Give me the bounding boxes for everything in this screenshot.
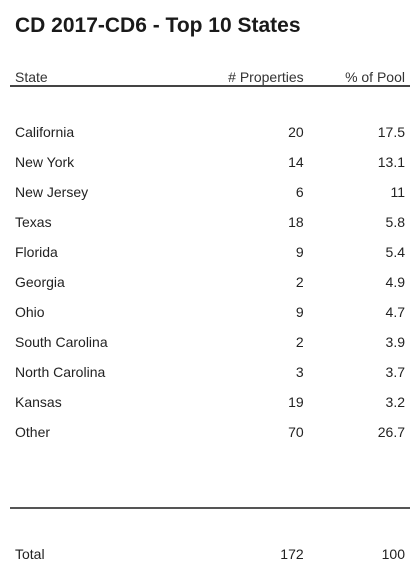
properties-cell: 6 bbox=[295, 184, 304, 200]
table-row: New Jersey 6 11 bbox=[10, 177, 410, 207]
pool-cell: 13.1 bbox=[377, 154, 405, 170]
total-properties: 172 bbox=[280, 546, 304, 562]
table-row: North Carolina 3 3.7 bbox=[10, 357, 410, 387]
total-row: Total 172 100 bbox=[10, 539, 410, 569]
table-row: Florida 9 5.4 bbox=[10, 237, 410, 267]
pool-cell: 5.4 bbox=[385, 244, 405, 260]
state-cell: North Carolina bbox=[15, 364, 106, 380]
table-row: Other 70 26.7 bbox=[10, 417, 410, 447]
pool-cell: 3.7 bbox=[385, 364, 405, 380]
table-row: Ohio 9 4.7 bbox=[10, 297, 410, 327]
properties-cell: 2 bbox=[295, 274, 304, 290]
pool-cell: 17.5 bbox=[377, 124, 405, 140]
properties-cell: 20 bbox=[288, 124, 304, 140]
state-cell: Other bbox=[15, 424, 51, 440]
state-cell: New Jersey bbox=[15, 184, 89, 200]
pool-cell: 3.9 bbox=[385, 334, 405, 350]
table-row: Kansas 19 3.2 bbox=[10, 387, 410, 417]
properties-cell: 9 bbox=[295, 304, 304, 320]
properties-cell: 9 bbox=[295, 244, 304, 260]
pool-cell: 3.2 bbox=[385, 394, 405, 410]
properties-cell: 14 bbox=[288, 154, 304, 170]
properties-cell: 70 bbox=[288, 424, 304, 440]
state-cell: Kansas bbox=[15, 394, 62, 410]
state-cell: California bbox=[15, 124, 75, 140]
state-cell: Texas bbox=[15, 214, 52, 230]
total-pool: 100 bbox=[381, 546, 405, 562]
table-spacer bbox=[10, 477, 410, 508]
table-row: South Carolina 2 3.9 bbox=[10, 327, 410, 357]
state-cell: Georgia bbox=[15, 274, 65, 290]
table-row: Georgia 2 4.9 bbox=[10, 267, 410, 297]
pool-cell: 26.7 bbox=[377, 424, 405, 440]
top-states-panel: CD 2017-CD6 - Top 10 States State # Prop… bbox=[10, 14, 410, 562]
properties-cell: 19 bbox=[288, 394, 304, 410]
table-spacer bbox=[10, 86, 410, 117]
column-header-state: State bbox=[10, 64, 204, 87]
column-header-pool: % of Pool bbox=[308, 64, 410, 87]
properties-cell: 18 bbox=[288, 214, 304, 230]
table-spacer bbox=[10, 447, 410, 477]
pool-cell: 4.7 bbox=[385, 304, 405, 320]
pool-cell: 5.8 bbox=[385, 214, 405, 230]
pool-cell: 11 bbox=[390, 184, 405, 200]
total-divider bbox=[10, 507, 410, 539]
table-row: New York 14 13.1 bbox=[10, 147, 410, 177]
states-table: State # Properties % of Pool California … bbox=[10, 64, 410, 569]
table-header-row: State # Properties % of Pool bbox=[10, 64, 410, 87]
page-title: CD 2017-CD6 - Top 10 States bbox=[15, 14, 301, 37]
column-header-properties: # Properties bbox=[203, 64, 309, 87]
pool-cell: 4.9 bbox=[385, 274, 405, 290]
state-cell: New York bbox=[15, 154, 75, 170]
properties-cell: 2 bbox=[295, 334, 304, 350]
state-cell: Florida bbox=[15, 244, 58, 260]
table-row: California 20 17.5 bbox=[10, 117, 410, 147]
state-cell: South Carolina bbox=[15, 334, 108, 350]
table-row: Texas 18 5.8 bbox=[10, 207, 410, 237]
total-label: Total bbox=[15, 546, 45, 562]
state-cell: Ohio bbox=[15, 304, 45, 320]
properties-cell: 3 bbox=[295, 364, 304, 380]
